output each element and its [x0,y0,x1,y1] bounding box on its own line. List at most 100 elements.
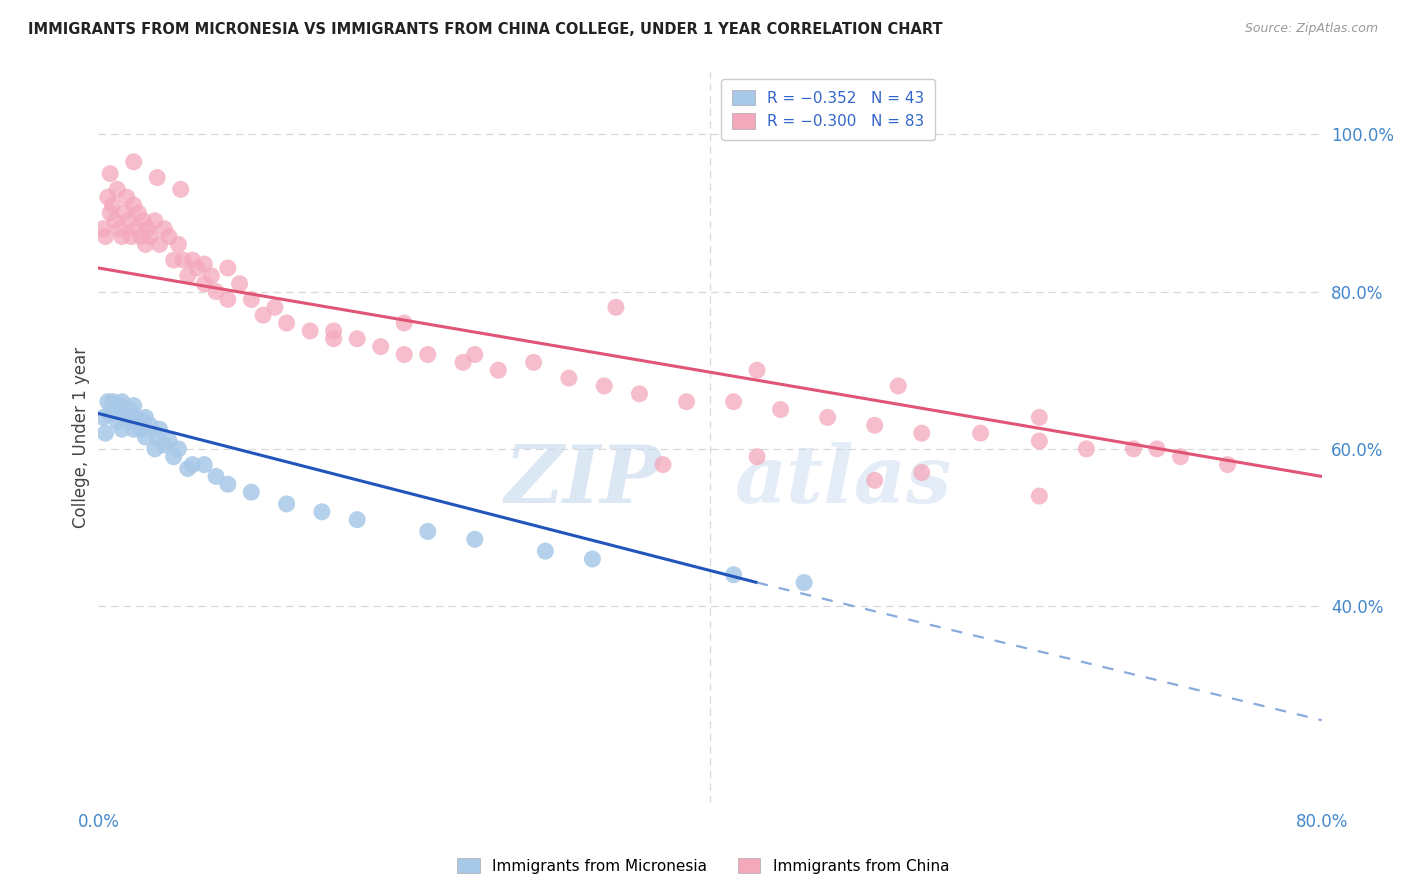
Text: ZIP: ZIP [505,442,661,520]
Point [1146,442,1168,456]
Point [652,458,675,472]
Text: atlas: atlas [734,442,952,520]
Point [125,410,148,425]
Point [111,422,134,436]
Point [122,198,145,212]
Point [1028,410,1050,425]
Point [523,355,546,369]
Point [311,505,333,519]
Point [793,575,815,590]
Point [1170,450,1192,464]
Point [97,190,120,204]
Point [240,293,263,307]
Point [98,407,121,421]
Point [111,229,134,244]
Point [157,434,180,448]
Point [149,422,172,436]
Point [170,182,193,196]
Point [205,469,228,483]
Point [167,442,190,456]
Point [104,402,127,417]
Point [108,399,131,413]
Point [101,394,124,409]
Point [104,214,127,228]
Point [863,473,886,487]
Point [346,513,368,527]
Point [172,253,194,268]
Point [451,355,474,369]
Point [299,324,322,338]
Point [193,458,215,472]
Point [969,426,991,441]
Y-axis label: College, Under 1 year: College, Under 1 year [72,346,90,528]
Point [115,190,138,204]
Point [181,458,204,472]
Legend: Immigrants from Micronesia, Immigrants from China: Immigrants from Micronesia, Immigrants f… [451,852,955,880]
Point [558,371,581,385]
Point [593,379,616,393]
Point [252,308,274,322]
Point [177,268,200,283]
Point [322,324,344,338]
Point [129,229,152,244]
Point [118,214,141,228]
Point [134,410,156,425]
Point [769,402,792,417]
Point [177,461,200,475]
Point [276,316,298,330]
Point [149,237,172,252]
Point [125,221,148,235]
Point [94,229,117,244]
Point [163,450,186,464]
Text: IMMIGRANTS FROM MICRONESIA VS IMMIGRANTS FROM CHINA COLLEGE, UNDER 1 YEAR CORREL: IMMIGRANTS FROM MICRONESIA VS IMMIGRANTS… [28,22,943,37]
Point [120,229,142,244]
Point [276,497,298,511]
Point [416,347,439,361]
Point [146,170,169,185]
Point [863,418,886,433]
Point [675,394,697,409]
Point [581,552,603,566]
Point [186,260,208,275]
Point [346,332,368,346]
Point [628,387,651,401]
Point [153,438,176,452]
Point [163,253,186,268]
Point [723,394,745,409]
Point [1028,489,1050,503]
Point [98,206,121,220]
Point [911,466,934,480]
Point [392,347,416,361]
Point [139,418,162,433]
Point [181,253,204,268]
Point [605,301,627,315]
Point [745,363,768,377]
Point [1076,442,1098,456]
Point [146,430,169,444]
Point [745,450,768,464]
Point [122,154,145,169]
Point [97,394,120,409]
Point [392,316,416,330]
Point [486,363,509,377]
Point [118,402,141,417]
Point [193,277,215,291]
Point [94,426,117,441]
Point [911,426,934,441]
Legend: R = −0.352   N = 43, R = −0.300   N = 83: R = −0.352 N = 43, R = −0.300 N = 83 [721,79,935,140]
Point [91,221,114,235]
Text: Source: ZipAtlas.com: Source: ZipAtlas.com [1244,22,1378,36]
Point [115,410,138,425]
Point [91,410,114,425]
Point [101,198,124,212]
Point [105,182,128,196]
Point [534,544,557,558]
Point [143,442,166,456]
Point [153,221,176,235]
Point [167,237,190,252]
Point [464,533,486,547]
Point [723,567,745,582]
Point [136,221,159,235]
Point [205,285,228,299]
Point [464,347,486,361]
